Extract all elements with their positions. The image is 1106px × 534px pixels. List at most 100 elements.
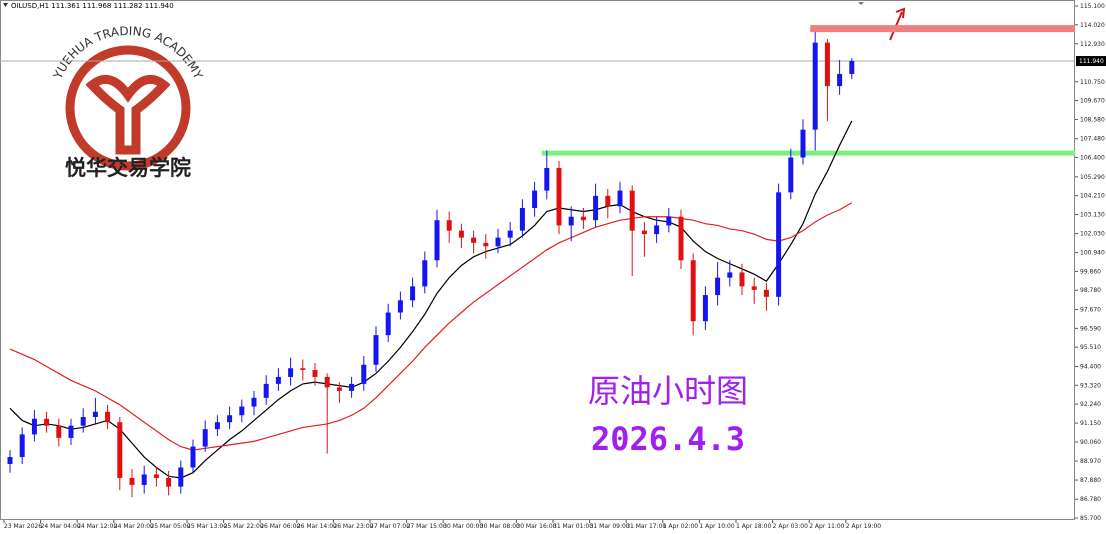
chart-title: OILUSD,H1 111.361 111.968 111.282 111.94… [11, 2, 174, 10]
candle-body [800, 129, 806, 158]
candle-body [214, 422, 220, 430]
candle-body [824, 42, 830, 87]
candle-body [556, 167, 562, 226]
y-tick-label: 114.020 [1080, 22, 1105, 29]
x-tick-label: 26 Mar 23:00 [333, 523, 373, 530]
candle-body [458, 230, 464, 238]
candle-body [837, 73, 843, 87]
y-tick-label: 90.060 [1080, 439, 1101, 446]
x-tick-label: 25 Mar 13:00 [187, 523, 227, 530]
candle-body [227, 415, 233, 423]
y-tick-label: 96.590 [1080, 325, 1101, 332]
x-tick-label: 26 Mar 06:00 [260, 523, 300, 530]
y-tick-label: 92.240 [1080, 401, 1101, 408]
x-tick-label: 2 Apr 11:00 [809, 523, 844, 530]
candle-body [812, 42, 818, 130]
x-tick-label: 31 Mar 17:00 [626, 523, 666, 530]
candle-body [751, 286, 757, 290]
x-tick-label: 2 Apr 03:00 [773, 523, 808, 530]
candle-body [178, 467, 184, 487]
candle-body [56, 425, 62, 438]
y-tick-label: 93.320 [1080, 382, 1101, 389]
candle-body [336, 387, 342, 391]
candle-body [532, 190, 538, 209]
y-tick-label: 85.700 [1080, 515, 1101, 522]
candle-body [397, 300, 403, 313]
candle-body [641, 230, 647, 235]
candle-body [715, 277, 721, 296]
y-tick-label: 108.580 [1080, 117, 1105, 124]
candle-body [507, 230, 513, 238]
y-tick-label: 109.670 [1080, 98, 1105, 105]
candle-body [422, 260, 428, 287]
y-tick-label: 107.480 [1080, 136, 1105, 143]
candle-body [31, 418, 37, 435]
candle-body [629, 190, 635, 231]
y-tick-label: 104.210 [1080, 193, 1105, 200]
y-tick-label: 102.030 [1080, 231, 1105, 238]
y-tick-label: 97.670 [1080, 307, 1101, 314]
candle-body [788, 157, 794, 193]
candle-body [300, 368, 306, 370]
candle-body [776, 192, 782, 297]
candle-body [678, 216, 684, 261]
candle-body [202, 429, 208, 447]
shift-marker [858, 2, 864, 5]
logo: YUEHUA TRADING ACADEMY 悦华交易学院 [50, 24, 205, 180]
logo-mark [85, 74, 171, 155]
candle-body [44, 418, 50, 426]
candle-body [568, 216, 574, 226]
x-tick-label: 30 Mar 08:00 [480, 523, 520, 530]
x-tick-label: 31 Mar 01:00 [553, 523, 593, 530]
candle-body [19, 434, 25, 458]
x-tick-label: 24 Mar 12:00 [77, 523, 117, 530]
y-tick-label: 95.510 [1080, 344, 1101, 351]
header-icon [3, 3, 8, 7]
y-tick-label: 91.150 [1080, 420, 1101, 427]
candle-body [471, 237, 477, 243]
candle-body [483, 242, 489, 247]
candle-body [153, 474, 159, 478]
annotation: 原油小时图 [588, 372, 748, 410]
x-tick-label: 27 Mar 15:00 [407, 523, 447, 530]
x-tick-label: 30 Mar 16:00 [516, 523, 556, 530]
logo-name: 悦华交易学院 [65, 156, 191, 180]
x-tick-label: 25 Mar 22:00 [224, 523, 264, 530]
candle-body [519, 208, 525, 231]
candle-body [544, 167, 550, 191]
candle-body [666, 216, 672, 226]
candle-body [239, 406, 245, 416]
plot-frame [0, 0, 1075, 520]
candle-body [739, 272, 745, 287]
x-tick-label: 31 Mar 09:00 [590, 523, 630, 530]
x-tick-label: 30 Mar 00:00 [443, 523, 483, 530]
x-tick-label: 26 Mar 14:00 [297, 523, 337, 530]
current-price-box [1076, 56, 1106, 67]
y-tick-label: 112.930 [1080, 41, 1105, 48]
candle-body [654, 225, 660, 235]
y-tick-label: 100.940 [1080, 250, 1105, 257]
y-tick-label: 88.970 [1080, 458, 1101, 465]
candle-body [263, 383, 269, 398]
y-tick-label: 115.100 [1080, 3, 1105, 10]
y-tick-label: 98.780 [1080, 287, 1101, 294]
candle-body [763, 289, 769, 297]
candle-body [385, 312, 391, 336]
candle-body [141, 474, 147, 485]
logo-ring [65, 45, 191, 171]
x-tick-label: 1 Apr 10:00 [699, 523, 734, 530]
y-tick-label: 87.880 [1080, 477, 1101, 484]
candle-body [68, 425, 74, 438]
candle-body [117, 422, 123, 478]
y-tick-label: 105.290 [1080, 174, 1105, 181]
candle-body [324, 376, 330, 388]
moving-average [9, 202, 853, 451]
annotation: 2026.4.3 [591, 420, 745, 458]
y-tick-label: 110.750 [1080, 79, 1105, 86]
candle-body [361, 364, 367, 384]
candle-body [80, 416, 86, 426]
x-tick-label: 1 Apr 18:00 [736, 523, 771, 530]
candle-body [288, 368, 294, 377]
candle-body [92, 411, 98, 417]
